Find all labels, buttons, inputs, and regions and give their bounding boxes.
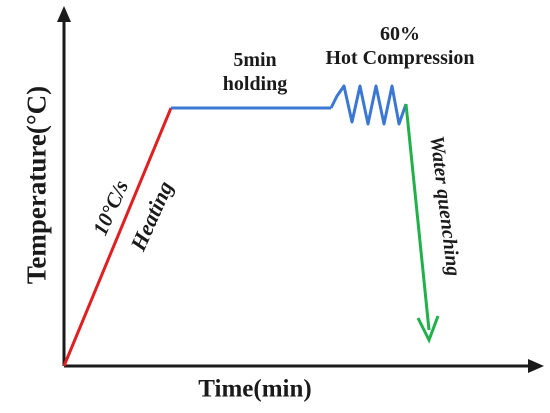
- compression-strain-text: 60%: [380, 23, 420, 45]
- y-axis-arrowhead: [57, 6, 71, 22]
- quenching-segment: [404, 103, 431, 331]
- x-axis-arrowhead: [528, 359, 544, 373]
- compression-zigzag: [329, 84, 408, 126]
- holding-text: holding: [222, 73, 288, 95]
- compression-text: Hot Compression: [325, 47, 475, 69]
- compression-label: 60% Hot Compression: [325, 22, 474, 70]
- quenching-arrowhead: [416, 315, 440, 344]
- holding-time-text: 5min: [233, 49, 277, 71]
- y-axis-label: Temperature(°C): [21, 85, 52, 285]
- x-axis-label: Time(min): [198, 375, 312, 403]
- heating-segment: [62, 107, 173, 367]
- holding-label: 5min holding: [223, 48, 287, 96]
